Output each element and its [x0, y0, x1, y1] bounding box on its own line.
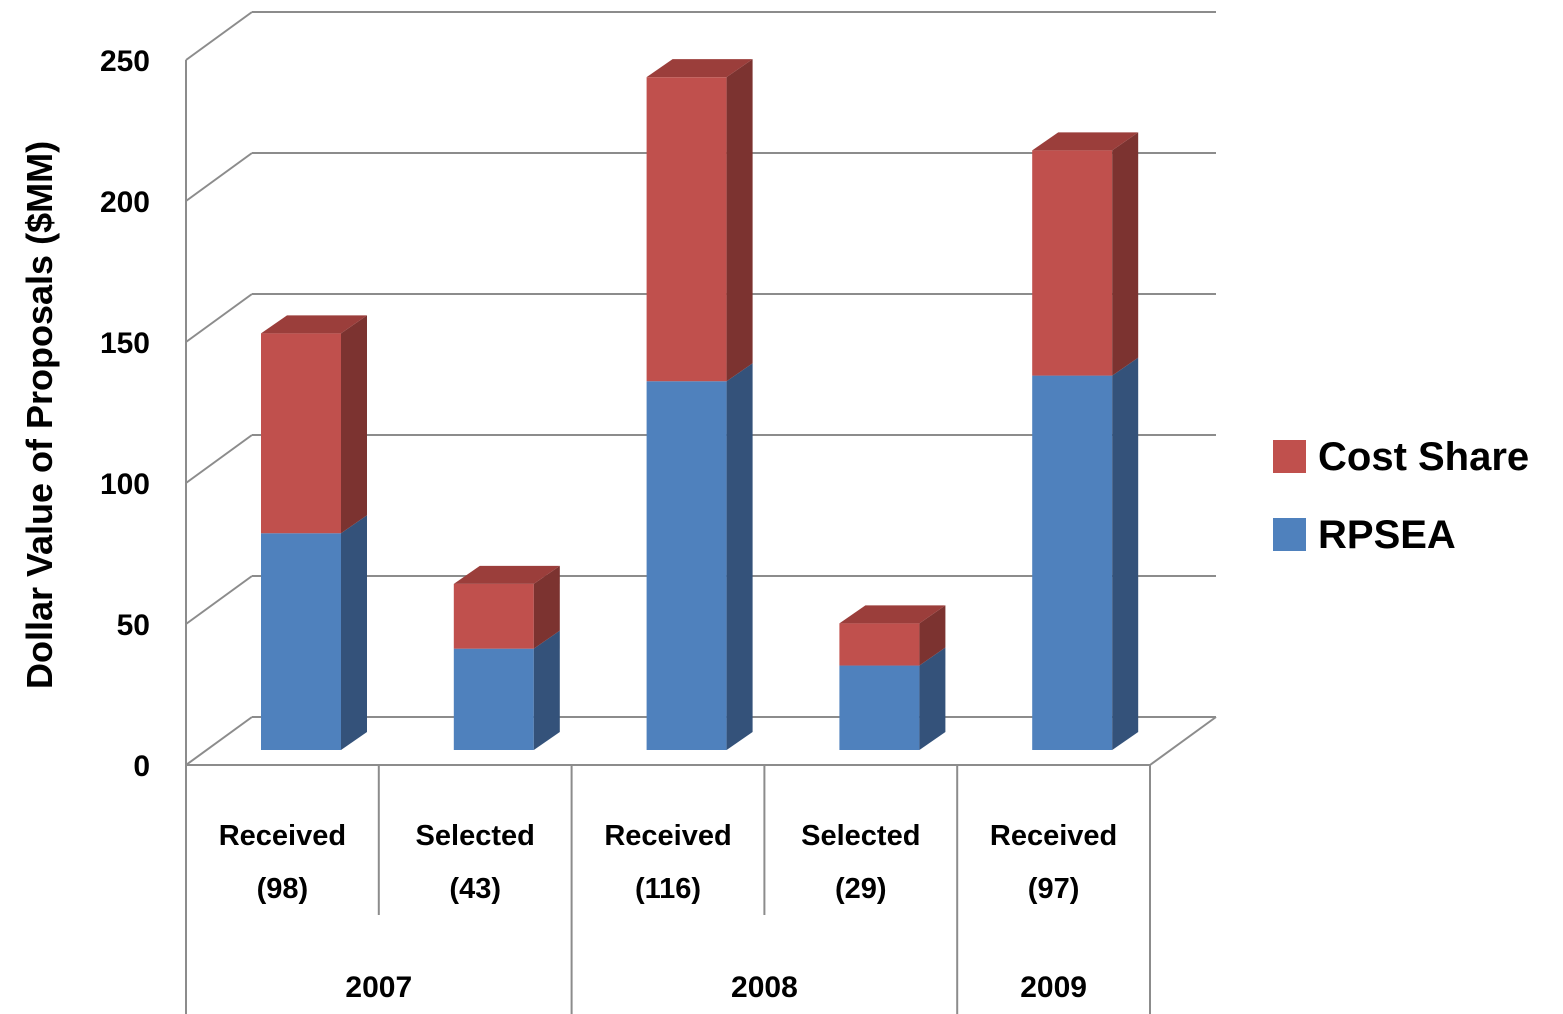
- bar-side-cost-share: [1112, 132, 1139, 376]
- gridline-diagonal: [185, 716, 253, 766]
- bar-side-rpsea: [341, 515, 367, 750]
- category-count-label: (98): [257, 873, 309, 905]
- y-tick-label: 0: [133, 750, 150, 783]
- floor-edge: [1149, 716, 1217, 766]
- gridline-diagonal: [185, 575, 253, 625]
- legend-swatch-rpsea: [1273, 518, 1306, 551]
- bar-cost-share: [1032, 150, 1113, 376]
- bar-cost-share: [453, 583, 534, 649]
- bar-top-cost-share: [1032, 132, 1139, 151]
- bar-side-rpsea: [726, 363, 753, 750]
- category-label: Received: [990, 820, 1117, 852]
- axes: 0 50 100 150 200 250 Received (98) Selected (43) R…: [100, 45, 1151, 1014]
- bar-top-cost-share: [839, 605, 946, 624]
- legend-label: RPSEA: [1318, 513, 1456, 557]
- bars: [261, 59, 1139, 750]
- bar-rpsea: [1032, 375, 1113, 750]
- bar-side-rpsea: [919, 647, 946, 750]
- y-tick-label: 100: [100, 468, 150, 501]
- category-count-label: (29): [835, 873, 887, 905]
- category-label: Selected: [416, 820, 535, 852]
- legend: Cost Share RPSEA: [1273, 435, 1529, 557]
- gridline-diagonal: [185, 152, 253, 202]
- bar-side-cost-share: [341, 315, 367, 534]
- category-label: Received: [604, 820, 731, 852]
- bar-top-cost-share: [261, 315, 367, 334]
- bar-cost-share: [839, 623, 920, 666]
- y-axis-title: Dollar Value of Proposals ($MM): [19, 141, 60, 689]
- y-tick-label: 250: [100, 45, 150, 78]
- y-tick-label: 150: [100, 327, 150, 360]
- legend-swatch-cost-share: [1273, 440, 1306, 473]
- legend-label: Cost Share: [1318, 435, 1529, 479]
- gridline-diagonal: [185, 293, 253, 343]
- bar-side-rpsea: [1112, 357, 1139, 750]
- bar-rpsea: [453, 648, 534, 750]
- gridline-diagonal: [185, 11, 253, 61]
- y-tick-label: 50: [117, 609, 150, 642]
- bar-cost-share: [646, 77, 727, 382]
- category-count-label: (97): [1028, 873, 1080, 905]
- bar-side-cost-share: [726, 59, 753, 382]
- group-label: 2007: [345, 971, 412, 1004]
- bar-rpsea: [646, 381, 727, 750]
- bar-rpsea: [839, 665, 920, 750]
- bar-side-cost-share: [533, 565, 560, 649]
- bar-side-rpsea: [533, 630, 560, 750]
- category-label: Selected: [801, 820, 920, 852]
- bar-top-cost-share: [453, 565, 560, 584]
- gridline-diagonal: [185, 434, 253, 484]
- group-label: 2008: [731, 971, 798, 1004]
- group-label: 2009: [1020, 971, 1087, 1004]
- category-count-label: (116): [635, 873, 701, 905]
- bar-cost-share: [261, 333, 341, 534]
- bar-top-cost-share: [646, 59, 753, 78]
- category-count-label: (43): [449, 873, 501, 905]
- bar-side-cost-share: [919, 605, 946, 666]
- y-tick-label: 200: [100, 186, 150, 219]
- category-label: Received: [219, 820, 346, 852]
- bar-rpsea: [261, 533, 341, 750]
